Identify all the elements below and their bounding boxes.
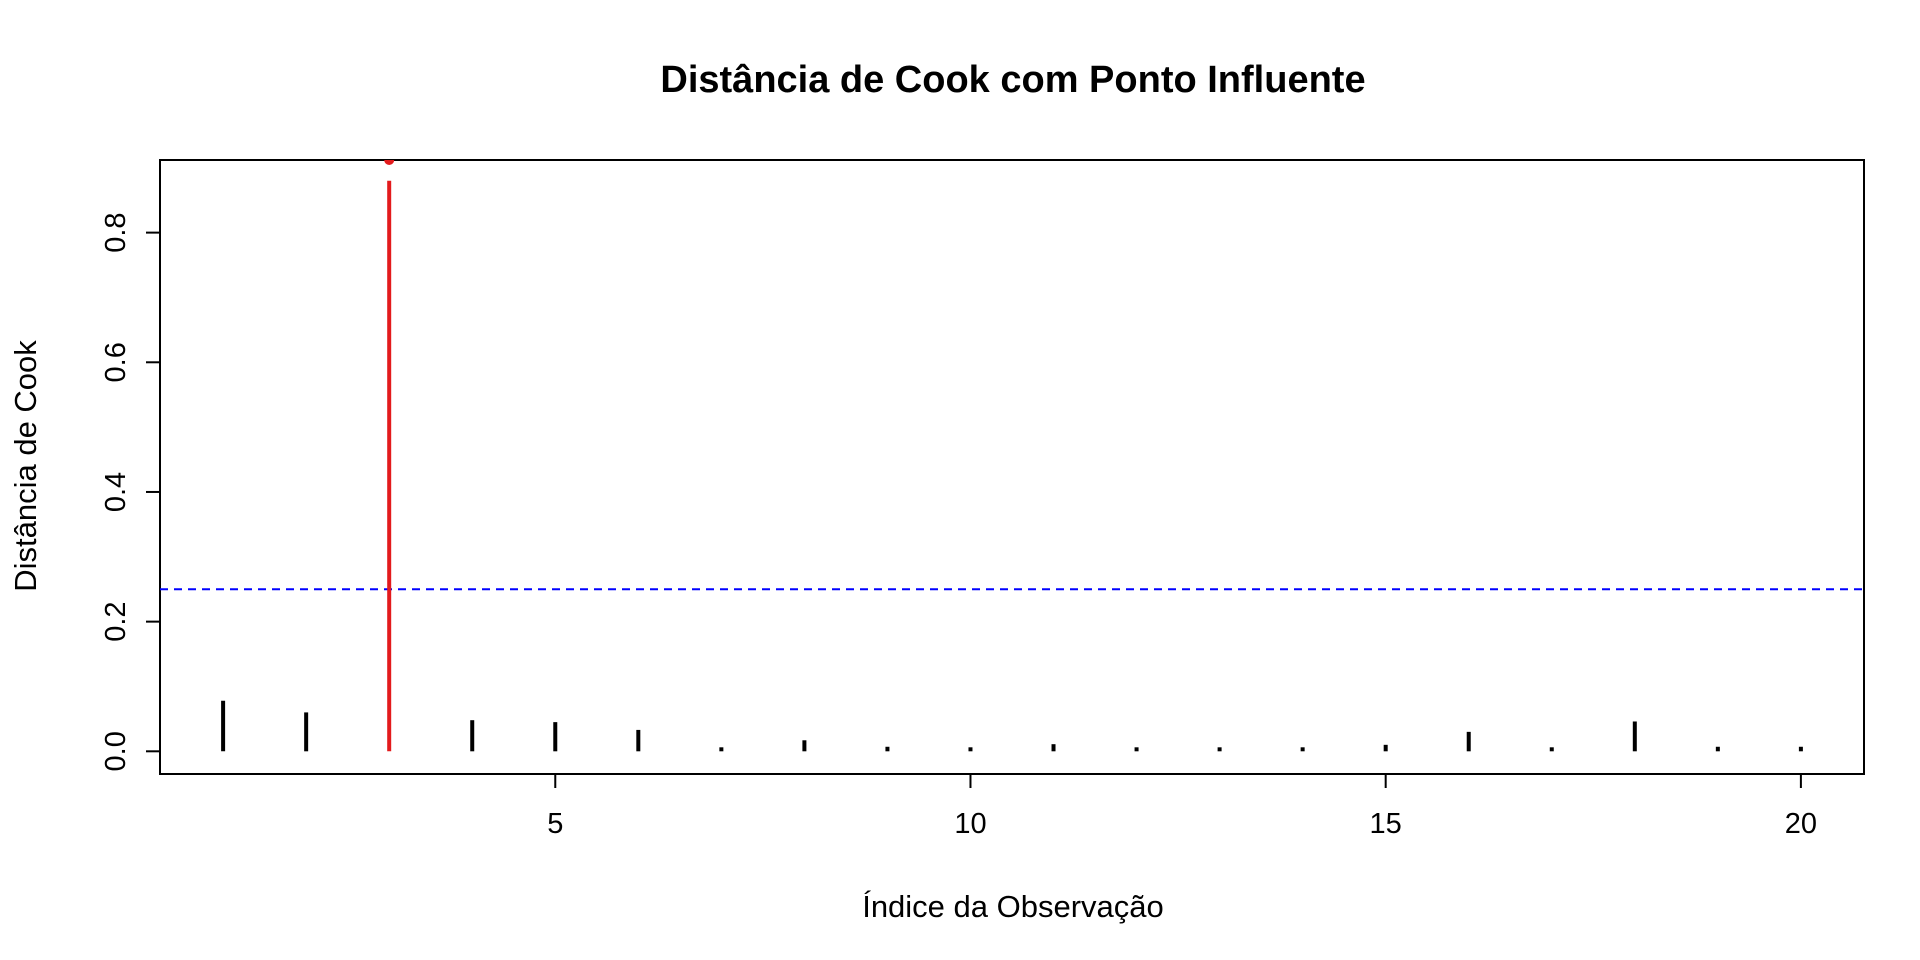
- x-tick-label-15: 15: [1370, 808, 1402, 840]
- y-tick-label-3: 0.6: [100, 342, 132, 382]
- y-tick-label-0: 0.0: [100, 731, 132, 771]
- x-axis-label: Índice da Observação: [862, 889, 1164, 924]
- y-tick-label-1: 0.2: [100, 601, 132, 641]
- y-tick-label-4: 0.8: [100, 212, 132, 252]
- x-tick-label-20: 20: [1785, 808, 1817, 840]
- highlight-point: [384, 160, 395, 165]
- x-tick-label-10: 10: [954, 808, 986, 840]
- y-axis-label: Distância de Cook: [8, 340, 43, 592]
- plot-area: 5 10 15 20 0.0 0.2 0.4 0.6 0.8: [100, 159, 1865, 840]
- x-tick-label-5: 5: [547, 808, 563, 840]
- chart-title: Distância de Cook com Ponto Influente: [660, 59, 1365, 101]
- plot-frame: [159, 159, 1865, 775]
- y-tick-label-2: 0.4: [100, 472, 132, 512]
